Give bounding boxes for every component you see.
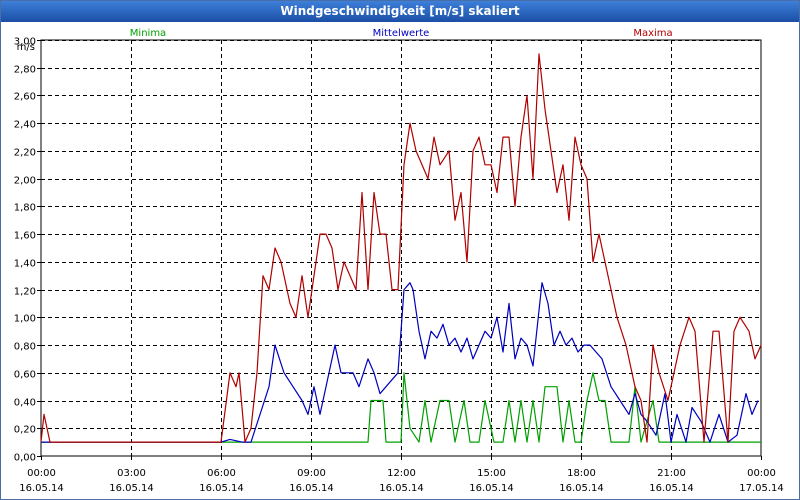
x-tick-time-label: 15:00	[477, 468, 506, 479]
x-tick-time-label: 12:00	[387, 468, 416, 479]
legend-item-mittelwerte: Mittelwerte	[373, 28, 430, 39]
series-line-maxima	[40, 53, 762, 443]
x-tick-date-label: 16.05.14	[379, 483, 424, 494]
y-tick-label: 2,80	[14, 65, 36, 76]
y-tick-label: 1,20	[14, 287, 36, 298]
y-tick-label: 0,40	[14, 398, 36, 409]
y-tick-label: 0,00	[14, 453, 36, 464]
x-tick-date-label: 16.05.14	[469, 483, 514, 494]
x-tick-time-label: 00:00	[27, 468, 56, 479]
y-tick-label: 2,60	[14, 92, 36, 103]
x-tick-time-label: 18:00	[567, 468, 596, 479]
series-line-minima	[41, 372, 761, 443]
x-tick-time-label: 00:00	[747, 468, 776, 479]
y-tick-label: 1,60	[14, 231, 36, 242]
legend-item-maxima: Maxima	[633, 28, 672, 39]
y-axis-label: m/s	[17, 42, 35, 53]
y-tick-label: 2,40	[14, 120, 36, 131]
x-tick-date-label: 16.05.14	[19, 483, 64, 494]
y-tick-label: 1,80	[14, 203, 36, 214]
y-tick-label: 0,20	[14, 425, 36, 436]
x-tick-date-label: 16.05.14	[289, 483, 334, 494]
x-tick-date-label: 17.05.14	[739, 483, 784, 494]
x-tick-date-label: 16.05.14	[559, 483, 604, 494]
x-tick-time-label: 03:00	[117, 468, 146, 479]
y-tick-label: 0,60	[14, 370, 36, 381]
x-tick-date-label: 16.05.14	[649, 483, 694, 494]
y-tick-label: 1,00	[14, 314, 36, 325]
y-tick-label: 0,80	[14, 342, 36, 353]
x-tick-date-label: 16.05.14	[199, 483, 244, 494]
x-tick-time-label: 06:00	[207, 468, 236, 479]
x-tick-time-label: 21:00	[657, 468, 686, 479]
chart-canvas: 0,00 0,20 0,40 0,60 0,80 1,00 1,20 1,40 1,60 1,80…	[14, 28, 784, 494]
x-tick-time-label: 09:00	[297, 468, 326, 479]
window-title: Windgeschwindigkeit [m/s] skaliert	[1, 1, 799, 22]
series-line-mittelwerte	[41, 282, 759, 443]
y-tick-label: 1,40	[14, 259, 36, 270]
x-tick-date-label: 16.05.14	[109, 483, 154, 494]
y-tick-label: 3,00	[14, 37, 36, 48]
y-tick-label: 2,00	[14, 176, 36, 187]
legend-item-minima: Minima	[130, 28, 166, 39]
y-tick-label: 2,20	[14, 148, 36, 159]
